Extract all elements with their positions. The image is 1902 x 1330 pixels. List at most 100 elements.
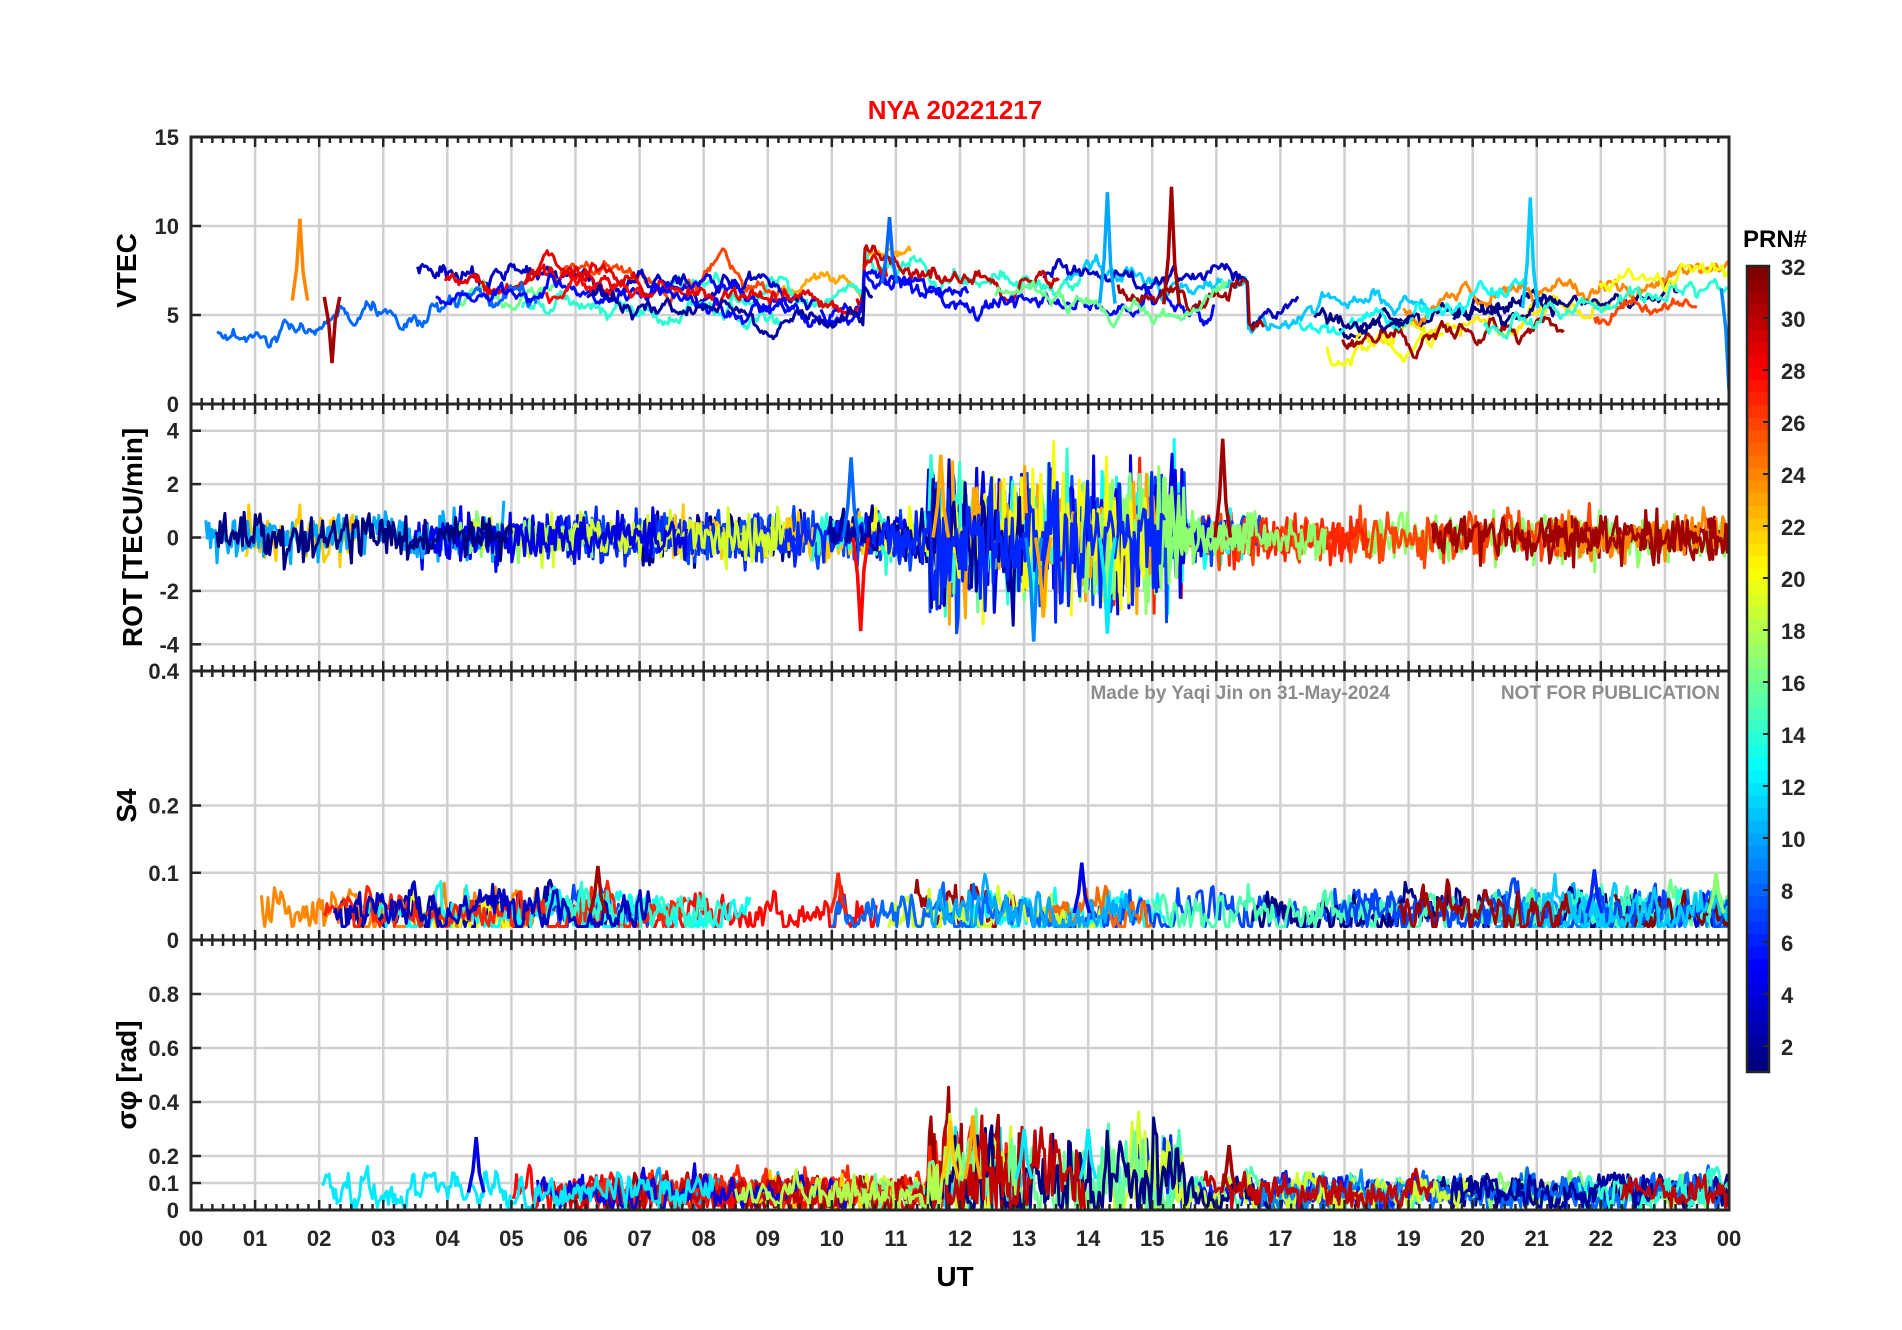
colorbar-swatch bbox=[1747, 958, 1769, 972]
track-prn-1 bbox=[1313, 307, 1415, 335]
colorbar-swatch bbox=[1747, 1009, 1769, 1023]
x-tick-label: 21 bbox=[1525, 1226, 1549, 1251]
colorbar-swatch bbox=[1747, 555, 1769, 569]
panel-s4: 0 0.1 0.2 0.4 S4 bbox=[111, 659, 1731, 953]
colorbar-swatch bbox=[1747, 744, 1769, 758]
colorbar-swatch bbox=[1747, 568, 1769, 582]
colorbar-swatch bbox=[1747, 908, 1769, 922]
watermark-notice: NOT FOR PUBLICATION bbox=[1501, 683, 1720, 704]
peak-rot-0 bbox=[1213, 438, 1233, 538]
x-axis-label: UT bbox=[936, 1261, 973, 1292]
track-prn-13 bbox=[1297, 277, 1529, 336]
y-axis-label: ROT [TECU/min] bbox=[117, 428, 148, 647]
colorbar-swatch bbox=[1747, 467, 1769, 481]
colorbar-swatch bbox=[1747, 845, 1769, 859]
y-tick-label: -4 bbox=[159, 632, 179, 657]
colorbar-swatch bbox=[1747, 983, 1769, 997]
colorbar-tick-label: 20 bbox=[1781, 567, 1805, 592]
colorbar-swatch bbox=[1747, 946, 1769, 960]
colorbar-swatch bbox=[1747, 971, 1769, 985]
track-prn-11 bbox=[1064, 253, 1433, 335]
colorbar-swatch bbox=[1747, 820, 1769, 834]
colorbar-swatch bbox=[1747, 480, 1769, 494]
x-tick-label: 20 bbox=[1460, 1226, 1484, 1251]
colorbar-tick-label: 24 bbox=[1781, 463, 1806, 488]
colorbar-swatch bbox=[1747, 782, 1769, 796]
x-tick-labels: 00 01 02 03 04 05 06 07 08 09 10 11 12 13 14 15 16 17 18 19… bbox=[179, 1226, 1741, 1251]
colorbar-tick-label: 22 bbox=[1781, 515, 1805, 540]
y-tick-label: 0.2 bbox=[148, 794, 179, 819]
x-tick-label: 14 bbox=[1076, 1226, 1101, 1251]
colorbar-swatch bbox=[1747, 329, 1769, 343]
peak-s4-4 bbox=[1706, 872, 1726, 914]
track-prn-24 bbox=[1402, 260, 1729, 327]
peak-s4-3 bbox=[828, 872, 848, 914]
colorbar-frame bbox=[1745, 264, 1771, 1074]
track-prn-2 bbox=[586, 283, 874, 341]
colorbar-swatch bbox=[1747, 530, 1769, 544]
y-tick-label: 0 bbox=[167, 392, 179, 417]
track-prn-25 bbox=[1047, 884, 1153, 928]
x-tick-label: 15 bbox=[1140, 1226, 1164, 1251]
colorbar-swatch bbox=[1747, 769, 1769, 783]
colorbar-swatch bbox=[1747, 341, 1769, 355]
colorbar-swatch bbox=[1747, 593, 1769, 607]
track-prn-16 bbox=[993, 279, 1229, 329]
colorbar-swatch bbox=[1747, 870, 1769, 884]
x-tick-label: 05 bbox=[499, 1226, 523, 1251]
x-tick-label: 23 bbox=[1653, 1226, 1677, 1251]
colorbar-swatch bbox=[1747, 631, 1769, 645]
track-prn-30 bbox=[1202, 1167, 1434, 1209]
colorbar-swatch bbox=[1747, 391, 1769, 406]
colorbar-swatch bbox=[1747, 857, 1769, 872]
peak-s4-1 bbox=[588, 865, 608, 914]
colorbar-tick-label: 32 bbox=[1781, 255, 1805, 280]
series-vtec bbox=[216, 186, 1729, 390]
colorbar-swatch bbox=[1747, 618, 1769, 632]
track-prn-20 bbox=[1325, 330, 1445, 367]
y-tick-label: 0.4 bbox=[148, 1090, 179, 1115]
y-tick-label: 4 bbox=[167, 419, 180, 444]
x-tick-label: 10 bbox=[820, 1226, 844, 1251]
colorbar-swatch bbox=[1747, 807, 1769, 821]
track-prn-30 bbox=[1620, 1173, 1729, 1209]
colorbar-swatch bbox=[1747, 366, 1769, 380]
colorbar-tick-label: 30 bbox=[1781, 307, 1805, 332]
peak-vtec-6 bbox=[1719, 288, 1729, 390]
x-tick-label: 19 bbox=[1396, 1226, 1420, 1251]
colorbar-swatch bbox=[1747, 303, 1769, 317]
colorbar-tick-label: 10 bbox=[1781, 827, 1805, 852]
x-tick-label: 02 bbox=[307, 1226, 331, 1251]
peak-vtec-1 bbox=[1097, 192, 1117, 304]
x-tick-label: 07 bbox=[627, 1226, 651, 1251]
colorbar-swatch bbox=[1747, 505, 1769, 519]
figure-title: NYA 20221217 bbox=[868, 95, 1042, 125]
peak-sigma_phi-2 bbox=[1014, 1128, 1034, 1180]
peak-sigma_phi-5 bbox=[1219, 1145, 1239, 1193]
track-prn-31 bbox=[1397, 878, 1571, 928]
x-tick-label: 08 bbox=[691, 1226, 715, 1251]
colorbar-swatch bbox=[1747, 404, 1769, 418]
x-tick-label: 04 bbox=[435, 1226, 460, 1251]
colorbar-swatch bbox=[1747, 933, 1769, 947]
peak-rot-2 bbox=[841, 457, 861, 538]
panel-vtec: 0 5 10 15 VTEC bbox=[111, 125, 1731, 417]
y-tick-label: 0.1 bbox=[148, 861, 179, 886]
colorbar-swatch bbox=[1747, 492, 1769, 506]
track-prn-18 bbox=[734, 1131, 965, 1209]
colorbar-swatch bbox=[1747, 266, 1769, 280]
colorbar-tick-label: 8 bbox=[1781, 879, 1793, 904]
colorbar-swatch bbox=[1747, 757, 1769, 771]
peak-vtec-0 bbox=[1162, 186, 1181, 305]
colorbar-swatch bbox=[1747, 694, 1769, 708]
colorbar-swatch bbox=[1747, 706, 1769, 720]
colorbar-swatch bbox=[1747, 442, 1769, 456]
colorbar-swatch bbox=[1747, 883, 1769, 897]
peak-vtec-4 bbox=[880, 216, 899, 284]
colorbar-swatch bbox=[1747, 1059, 1769, 1073]
track-prn-5 bbox=[819, 268, 1216, 327]
y-axis-label: S4 bbox=[111, 788, 142, 823]
peak-rot-3 bbox=[851, 537, 871, 632]
colorbar-swatch bbox=[1747, 278, 1769, 292]
track-prn-9 bbox=[1250, 1168, 1405, 1209]
